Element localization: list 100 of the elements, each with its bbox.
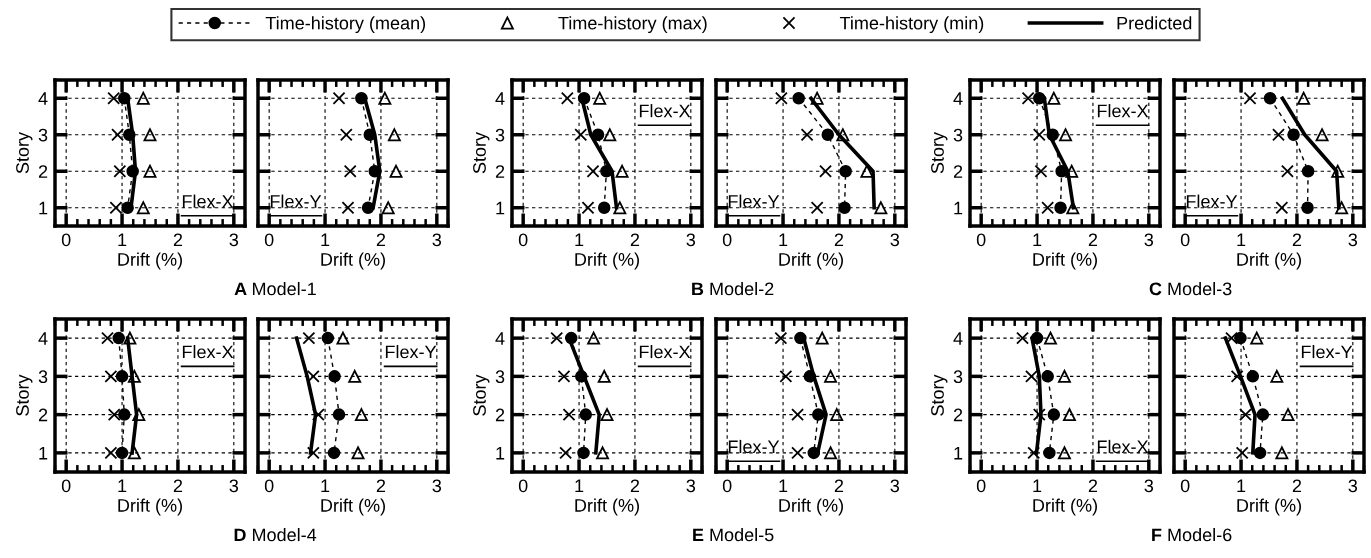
x-axis-title: Drift (%) bbox=[1237, 252, 1301, 270]
point bbox=[1054, 201, 1067, 215]
y-tick-label: 1 bbox=[954, 201, 963, 215]
x-tick-label: 1 bbox=[1033, 479, 1042, 493]
point bbox=[381, 201, 395, 215]
y-tick-label: 1 bbox=[496, 201, 505, 215]
point bbox=[115, 370, 129, 383]
point bbox=[327, 446, 341, 460]
point bbox=[343, 164, 357, 178]
y-tick-label: 2 bbox=[953, 408, 963, 422]
y-tick-label: 2 bbox=[953, 165, 963, 178]
point bbox=[127, 369, 141, 383]
point bbox=[615, 164, 629, 178]
point bbox=[838, 201, 851, 215]
x-tick-label: 0 bbox=[976, 233, 986, 247]
x-tick-label: 2 bbox=[834, 233, 844, 247]
point bbox=[306, 369, 320, 383]
x-tick-label: 2 bbox=[834, 479, 844, 493]
point bbox=[560, 91, 574, 105]
x-tick-label: 1 bbox=[118, 479, 127, 493]
point bbox=[810, 201, 824, 215]
point bbox=[600, 408, 614, 422]
y-tick-label: 4 bbox=[38, 92, 48, 105]
y-tick-label: 1 bbox=[496, 447, 505, 460]
point bbox=[860, 164, 874, 178]
x-axis-title: Drift (%) bbox=[321, 252, 385, 270]
text: E Model-5 bbox=[693, 528, 774, 542]
x-tick-label: 2 bbox=[1292, 479, 1302, 493]
point bbox=[1044, 331, 1057, 345]
annotation: Flex-X bbox=[1097, 439, 1149, 454]
point bbox=[341, 201, 355, 215]
point bbox=[779, 369, 793, 383]
point bbox=[1057, 446, 1071, 460]
point bbox=[1280, 164, 1294, 178]
y-tick-label: 3 bbox=[953, 370, 963, 384]
x-tick-label: 3 bbox=[686, 479, 696, 493]
point bbox=[101, 331, 114, 345]
x-tick-label: 2 bbox=[1292, 233, 1302, 247]
point bbox=[821, 128, 835, 142]
text: D Model-4 bbox=[234, 528, 317, 542]
point bbox=[791, 446, 805, 460]
point bbox=[107, 408, 121, 422]
x-tick-label: 3 bbox=[890, 479, 900, 493]
point bbox=[348, 369, 362, 383]
point bbox=[579, 408, 593, 421]
point bbox=[302, 331, 316, 345]
point bbox=[1287, 128, 1300, 142]
point bbox=[332, 408, 346, 421]
annotation: Flex-X bbox=[1097, 104, 1149, 118]
point bbox=[306, 446, 320, 460]
point bbox=[1250, 331, 1264, 345]
x-tick-label: 3 bbox=[890, 233, 900, 247]
x-tick-label: 0 bbox=[722, 479, 732, 493]
point bbox=[107, 91, 121, 105]
x-axis-title: Drift (%) bbox=[1033, 252, 1097, 270]
point bbox=[587, 331, 601, 345]
point bbox=[1281, 408, 1295, 422]
x-axis-title: Drift (%) bbox=[118, 252, 182, 270]
x-tick-label: 2 bbox=[630, 479, 640, 493]
point bbox=[389, 164, 403, 178]
y-tick-label: 4 bbox=[953, 92, 963, 105]
x-tick-label: 0 bbox=[518, 233, 528, 247]
point bbox=[1047, 408, 1061, 421]
point bbox=[351, 446, 365, 460]
y-tick-label: 4 bbox=[953, 332, 963, 345]
x-tick-label: 3 bbox=[1144, 233, 1154, 247]
point bbox=[559, 446, 573, 460]
y-axis-title: Story bbox=[16, 374, 33, 416]
annotation: Flex-Y bbox=[728, 439, 780, 454]
point bbox=[127, 446, 141, 460]
point bbox=[123, 331, 137, 345]
y-tick-label: 3 bbox=[495, 128, 505, 142]
point bbox=[136, 91, 150, 105]
x-tick-label: 3 bbox=[229, 479, 239, 493]
point bbox=[593, 91, 607, 105]
x-tick-label: 1 bbox=[779, 233, 788, 247]
point bbox=[791, 408, 805, 422]
x-axis-title: Drift (%) bbox=[118, 498, 182, 516]
point bbox=[118, 408, 131, 421]
text: F Model-6 bbox=[1152, 528, 1232, 542]
point bbox=[1272, 128, 1285, 142]
x-axis-title: Drift (%) bbox=[779, 498, 843, 516]
point bbox=[557, 369, 571, 383]
x-tick-label: 0 bbox=[1180, 479, 1190, 493]
y-tick-label: 3 bbox=[38, 370, 48, 384]
x-tick-label: 2 bbox=[173, 233, 183, 247]
point bbox=[1256, 408, 1270, 421]
x-tick-label: 0 bbox=[61, 233, 71, 247]
point bbox=[1315, 128, 1329, 142]
point bbox=[1066, 201, 1080, 215]
point bbox=[830, 408, 844, 422]
point bbox=[1275, 446, 1289, 460]
x-axis-title: Drift (%) bbox=[1033, 498, 1097, 516]
point bbox=[597, 201, 611, 215]
x-tick-label: 3 bbox=[1348, 479, 1358, 493]
point bbox=[1243, 91, 1257, 105]
point bbox=[1059, 128, 1073, 142]
point bbox=[132, 408, 146, 422]
point bbox=[1041, 201, 1055, 215]
point bbox=[810, 91, 824, 105]
